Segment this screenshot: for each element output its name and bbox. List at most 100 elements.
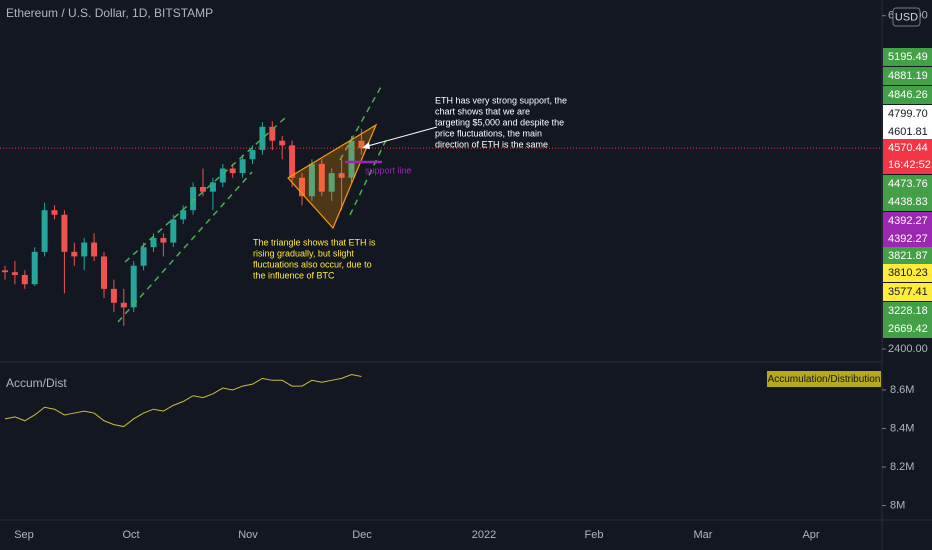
candle-body — [11, 272, 18, 275]
note-text: fluctuations also occur, due to — [253, 259, 372, 269]
price-tag — [883, 320, 932, 338]
candle-body — [308, 163, 315, 197]
candle-body — [338, 173, 345, 178]
note-text: targeting $5,000 and despite the — [435, 117, 564, 127]
symbol-title: Ethereum / U.S. Dollar, 1D, BITSTAMP — [6, 6, 213, 20]
currency-button[interactable] — [892, 7, 921, 27]
candle-body — [2, 270, 8, 273]
candle-body — [41, 210, 48, 252]
price-tag-label: 4438.83 — [888, 196, 928, 208]
price-tag — [883, 230, 932, 248]
price-tag — [883, 105, 932, 123]
channel-line — [124, 117, 286, 263]
candle-body — [190, 187, 197, 211]
x-tick-label: Apr — [802, 529, 819, 541]
candle-body — [71, 251, 78, 257]
price-tag — [883, 139, 932, 157]
candle-body — [289, 145, 296, 178]
candle-body — [21, 274, 28, 285]
candle-body — [110, 288, 117, 303]
indicator-name: Accum/Dist — [6, 376, 67, 390]
candle-body — [318, 163, 325, 192]
arrow — [363, 126, 438, 148]
note-text: ETH has very strong support, the — [435, 95, 567, 105]
candle-body — [229, 168, 236, 174]
candle-body — [249, 149, 256, 160]
candle-body — [31, 251, 38, 285]
countdown-tag — [883, 156, 932, 174]
price-tag-label: 3228.18 — [888, 305, 928, 317]
currency-label[interactable]: USD — [895, 11, 918, 23]
price-tag-label: 5195.49 — [888, 51, 928, 63]
price-tag-label: 4799.70 — [888, 108, 928, 120]
price-tag — [883, 283, 932, 301]
y-tick-label: 2400.00 — [888, 343, 928, 355]
price-tag-label: 3577.41 — [888, 286, 928, 298]
drawings — [117, 84, 438, 323]
candle-body — [91, 242, 98, 257]
candle-body — [140, 247, 147, 266]
note-text: rising gradually, but slight — [253, 248, 354, 258]
note-text: the influence of BTC — [253, 270, 335, 280]
price-tags: 5195.49 4881.19 4846.26 4799.70 4601.81 4570.… — [883, 48, 932, 338]
channel-line — [339, 84, 383, 161]
price-tag-label: 4846.26 — [888, 89, 928, 101]
triangle — [287, 123, 378, 230]
price-tag — [883, 302, 932, 320]
price-tag-label: 4392.27 — [888, 215, 928, 227]
candle-body — [81, 242, 88, 257]
main-pane: 2400.006000.00 — [0, 10, 928, 355]
price-tag — [883, 86, 932, 104]
candle-body — [130, 265, 137, 308]
y-tick-label: 8M — [890, 499, 905, 511]
note-text: chart shows that we are — [435, 106, 530, 116]
note-text: price fluctuations, the main — [435, 128, 542, 138]
candle-body — [180, 210, 187, 220]
note-text: direction of ETH is the same — [435, 139, 548, 149]
indicator-pane: 8M 8.2M 8.4M 8.6M Accumulation/Distribution — [4, 371, 914, 511]
channel-line — [349, 139, 387, 216]
price-tag-label: 4392.27 — [888, 233, 928, 245]
note-text: The triangle shows that ETH is — [253, 237, 376, 247]
price-tag-label: 4570.44 — [888, 142, 928, 154]
price-tag — [883, 123, 932, 141]
candle-body — [61, 214, 68, 252]
channel-line — [117, 171, 253, 323]
x-tick-label: Mar — [694, 529, 713, 541]
x-tick-label: Feb — [585, 529, 604, 541]
x-tick-label: 2022 — [472, 529, 496, 541]
price-tag — [883, 48, 932, 66]
y-tick-label: 8.4M — [890, 422, 914, 434]
price-tag-label: 4473.76 — [888, 178, 928, 190]
price-tag-label: 2669.42 — [888, 323, 928, 335]
candle-body — [51, 210, 58, 215]
candle-body — [120, 302, 127, 308]
indicator-tag-bg — [767, 371, 881, 387]
candle-body — [101, 256, 107, 289]
price-tag — [883, 193, 932, 211]
x-tick-label: Sep — [14, 529, 34, 541]
y-tick-label: 8.6M — [890, 384, 914, 396]
candle-body — [279, 140, 286, 146]
candle-body — [170, 219, 177, 243]
candle-body — [200, 187, 206, 192]
price-tag — [883, 247, 932, 265]
price-tag-label: 4601.81 — [888, 126, 928, 138]
price-tag — [883, 212, 932, 230]
candle-body — [328, 173, 335, 192]
candle-body — [150, 237, 157, 248]
x-tick-label: Oct — [122, 529, 139, 541]
candle-body — [299, 177, 305, 197]
price-tag — [883, 67, 932, 85]
candle-body — [209, 182, 216, 192]
candle-body — [269, 126, 276, 141]
arrow-head — [362, 142, 370, 149]
indicator-tag: Accumulation/Distribution — [768, 374, 881, 385]
candle-body — [219, 168, 226, 183]
price-tag — [883, 264, 932, 282]
price-tag-label: 4881.19 — [888, 70, 928, 82]
price-tag-label: 3810.23 — [888, 267, 928, 279]
price-tag — [883, 175, 932, 193]
